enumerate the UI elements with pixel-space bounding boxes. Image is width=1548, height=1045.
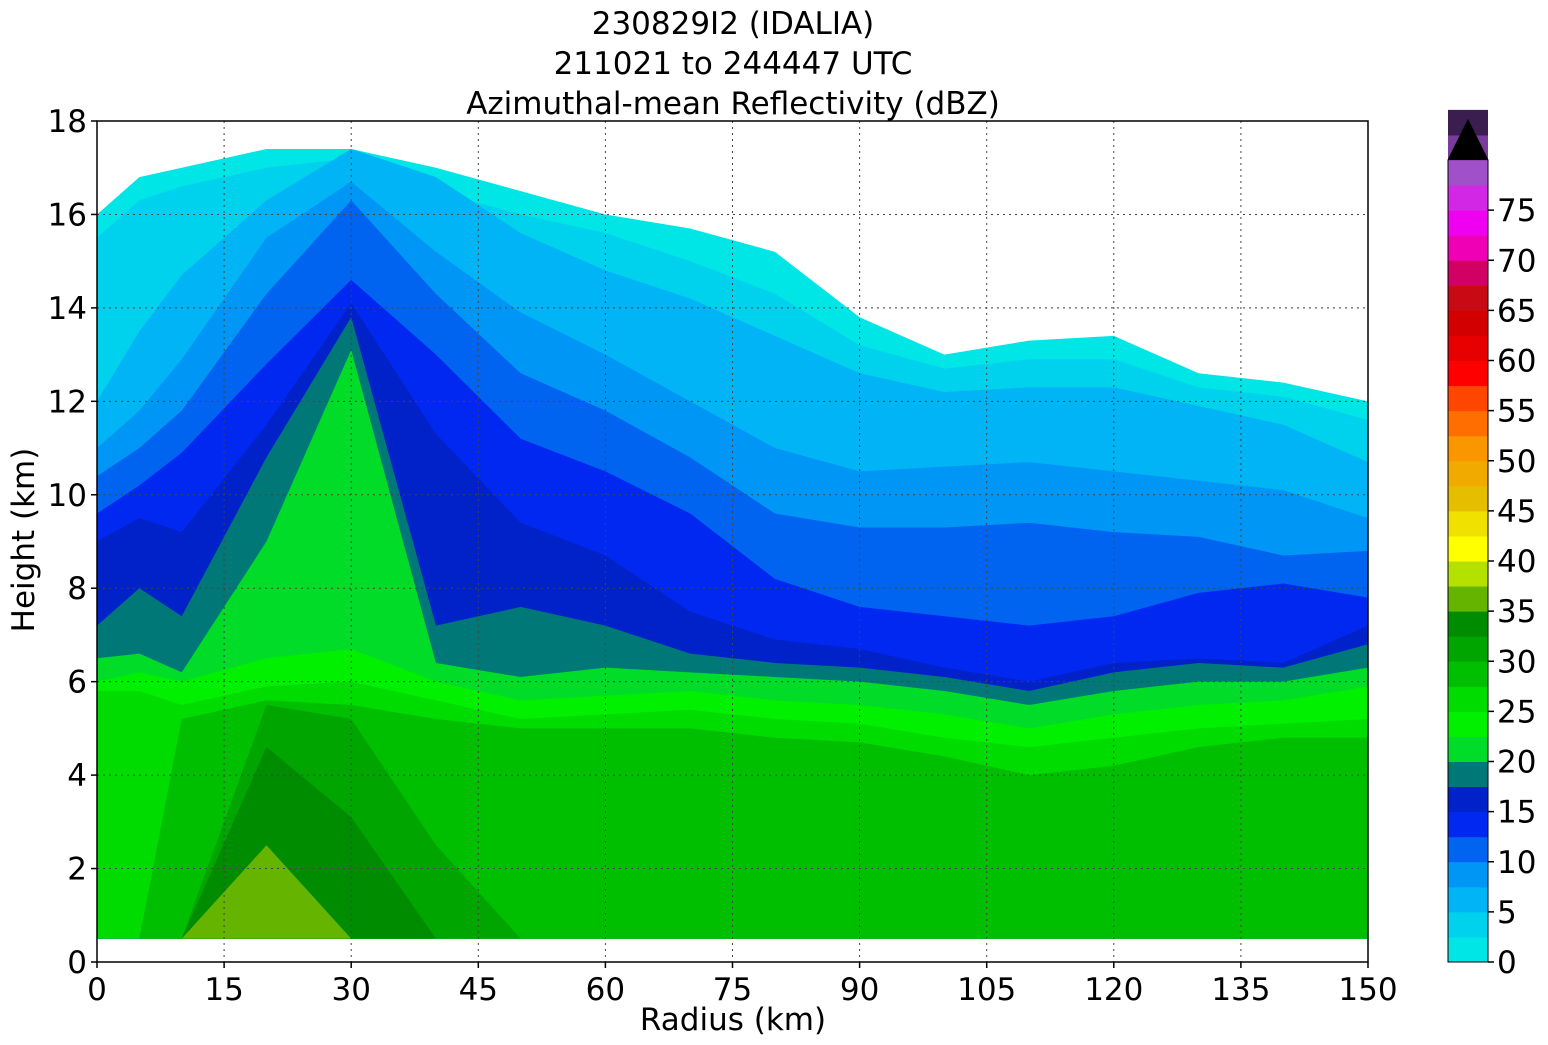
colorbar: 0 5 10 15 20 25 30 35 40 45 50 55 60 65 70 75 bbox=[1447, 109, 1536, 981]
colorbar-tick-label-9: 45 bbox=[1497, 494, 1536, 530]
y-tick-label-2: 4 bbox=[67, 758, 87, 794]
x-axis-label: Radius (km) bbox=[640, 1002, 826, 1038]
x-tick-label-3: 45 bbox=[459, 972, 498, 1008]
colorbar-swatch-30 bbox=[1448, 185, 1488, 211]
y-tick-label-3: 6 bbox=[67, 665, 87, 701]
colorbar-swatch-13 bbox=[1448, 611, 1488, 637]
x-tick-label-6: 90 bbox=[840, 972, 879, 1008]
x-tick-label-5: 75 bbox=[713, 972, 752, 1008]
colorbar-swatch-14 bbox=[1448, 586, 1488, 612]
title-line-3: Azimuthal-mean Reflectivity (dBZ) bbox=[466, 86, 1000, 122]
colorbar-swatch-8 bbox=[1448, 736, 1488, 762]
colorbar-swatch-23 bbox=[1448, 360, 1488, 387]
x-axis: 0 15 30 45 60 75 90 105 120 135 150 bbox=[87, 962, 1398, 1008]
colorbar-tick-label-11: 55 bbox=[1497, 394, 1536, 430]
colorbar-swatch-5 bbox=[1448, 811, 1488, 838]
y-tick-label-7: 14 bbox=[48, 291, 87, 327]
colorbar-tick-label-3: 15 bbox=[1497, 795, 1536, 831]
colorbar-swatch-17 bbox=[1448, 510, 1488, 537]
colorbar-swatch-11 bbox=[1448, 661, 1488, 687]
colorbar-swatch-19 bbox=[1448, 460, 1488, 487]
x-tick-label-2: 30 bbox=[331, 972, 370, 1008]
y-tick-label-1: 2 bbox=[67, 852, 87, 888]
y-tick-label-5: 10 bbox=[48, 478, 87, 514]
reflectivity-band-14 bbox=[97, 845, 1368, 939]
colorbar-swatch-4 bbox=[1448, 836, 1488, 863]
colorbar-tick-label-8: 40 bbox=[1497, 544, 1536, 580]
x-tick-label-10: 150 bbox=[1338, 972, 1397, 1008]
colorbar-swatch-16 bbox=[1448, 535, 1488, 562]
colorbar-tick-label-6: 30 bbox=[1497, 644, 1536, 680]
colorbar-tick-label-15: 75 bbox=[1497, 193, 1536, 229]
y-tick-label-8: 16 bbox=[48, 197, 87, 233]
colorbar-swatch-15 bbox=[1448, 561, 1488, 587]
y-axis-label: Height (km) bbox=[6, 448, 42, 633]
colorbar-swatch-28 bbox=[1448, 235, 1488, 261]
colorbar-swatch-1 bbox=[1448, 911, 1488, 938]
colorbar-swatch-26 bbox=[1448, 285, 1488, 311]
title-line-1: 230829I2 (IDALIA) bbox=[592, 6, 875, 42]
colorbar-swatch-29 bbox=[1448, 210, 1488, 236]
colorbar-swatch-6 bbox=[1448, 786, 1488, 813]
y-tick-label-6: 12 bbox=[48, 384, 87, 420]
x-tick-label-4: 60 bbox=[586, 972, 625, 1008]
x-tick-label-0: 0 bbox=[87, 972, 107, 1008]
colorbar-swatch-3 bbox=[1448, 861, 1488, 888]
colorbar-swatch-31 bbox=[1448, 160, 1488, 186]
colorbar-extend-arrow bbox=[1448, 120, 1488, 160]
colorbar-tick-label-5: 25 bbox=[1497, 694, 1536, 730]
colorbar-swatch-24 bbox=[1448, 335, 1488, 361]
colorbar-outline bbox=[1447, 118, 1489, 963]
colorbar-swatch-21 bbox=[1448, 410, 1488, 437]
colorbar-swatch-25 bbox=[1448, 310, 1488, 336]
colorbar-tick-label-0: 0 bbox=[1497, 945, 1517, 981]
colorbar-tick-label-13: 65 bbox=[1497, 293, 1536, 329]
y-tick-label-4: 8 bbox=[67, 571, 87, 607]
x-tick-label-1: 15 bbox=[204, 972, 243, 1008]
colorbar-tick-label-1: 5 bbox=[1497, 895, 1517, 931]
colorbar-tick-label-10: 50 bbox=[1497, 444, 1536, 480]
y-tick-label-0: 0 bbox=[67, 945, 87, 981]
y-axis: 0 2 4 6 8 10 12 14 16 18 bbox=[48, 104, 97, 981]
colorbar-swatch-18 bbox=[1448, 485, 1488, 512]
colorbar-swatch-2 bbox=[1448, 886, 1488, 913]
title-line-2: 211021 to 244447 UTC bbox=[554, 46, 913, 82]
colorbar-swatch-20 bbox=[1448, 435, 1488, 462]
colorbar-tick-label-4: 20 bbox=[1497, 745, 1536, 781]
colorbar-swatch-12 bbox=[1448, 636, 1488, 662]
colorbar-swatch-27 bbox=[1448, 260, 1488, 286]
colorbar-swatch-0 bbox=[1448, 936, 1488, 963]
colorbar-tick-label-12: 60 bbox=[1497, 344, 1536, 380]
x-tick-label-7: 105 bbox=[957, 972, 1016, 1008]
y-tick-label-9: 18 bbox=[48, 104, 87, 140]
grid-lines bbox=[97, 121, 1368, 962]
plot-area bbox=[97, 149, 1368, 939]
reflectivity-band-12 bbox=[97, 705, 1368, 939]
x-tick-label-9: 135 bbox=[1211, 972, 1270, 1008]
x-tick-label-8: 120 bbox=[1084, 972, 1143, 1008]
colorbar-tick-label-14: 70 bbox=[1497, 243, 1536, 279]
colorbar-swatch-9 bbox=[1448, 711, 1488, 737]
colorbar-swatch-10 bbox=[1448, 686, 1488, 712]
colorbar-swatch-22 bbox=[1448, 385, 1488, 412]
colorbar-tick-label-7: 35 bbox=[1497, 594, 1536, 630]
colorbar-tick-label-2: 10 bbox=[1497, 845, 1536, 881]
colorbar-swatch-7 bbox=[1448, 761, 1488, 788]
chart-title: 230829I2 (IDALIA) 211021 to 244447 UTC A… bbox=[466, 6, 1000, 122]
